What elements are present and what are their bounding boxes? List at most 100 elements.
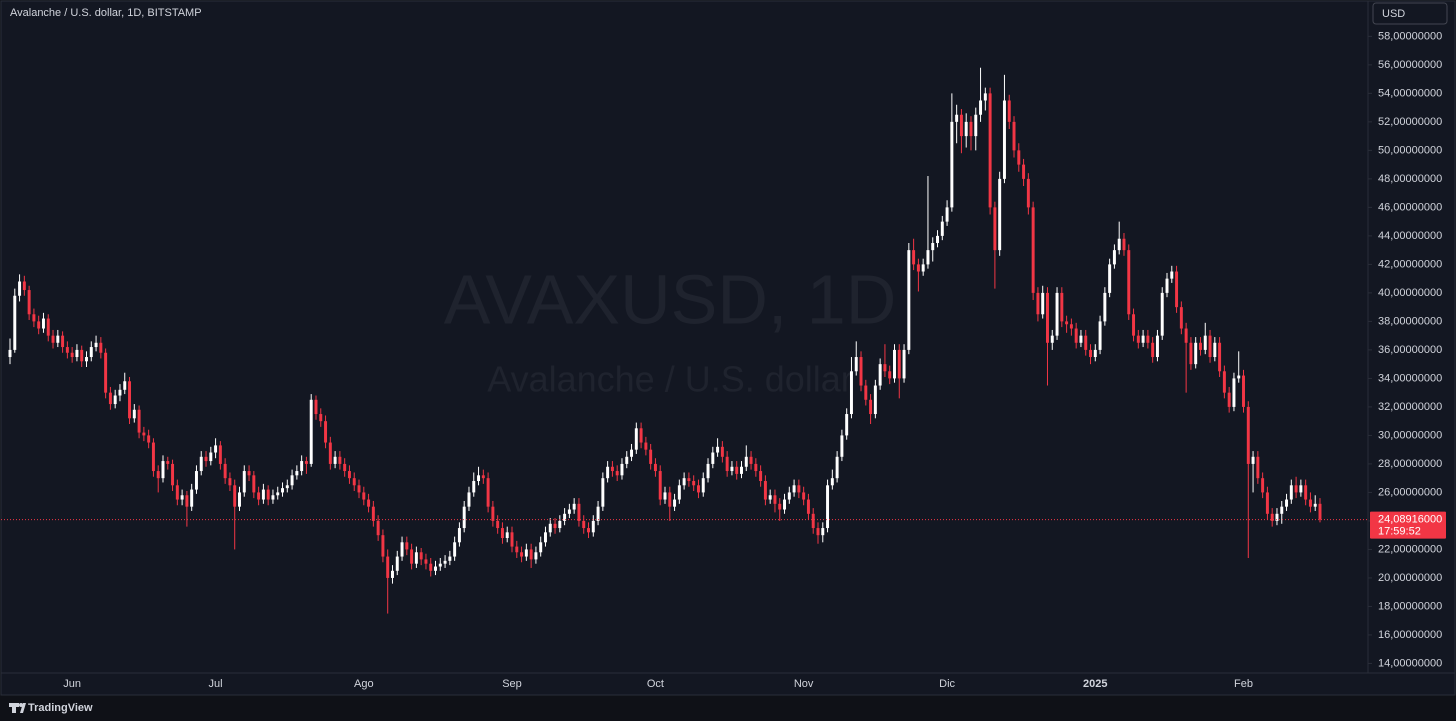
- candle-body: [496, 520, 500, 529]
- candle-body: [252, 475, 256, 493]
- candle-body: [233, 485, 237, 507]
- y-tick-label: 34,00000000: [1378, 372, 1442, 384]
- candle-body: [787, 492, 791, 500]
- candle-body: [27, 290, 31, 315]
- candle-body: [486, 478, 490, 507]
- candle-body: [338, 456, 342, 464]
- y-tick-label: 58,00000000: [1378, 30, 1442, 42]
- candle-body: [539, 542, 543, 553]
- candle-body: [51, 335, 55, 343]
- y-tick-label: 54,00000000: [1378, 87, 1442, 99]
- candle-body: [1050, 335, 1054, 343]
- candle-body: [888, 371, 892, 379]
- candle-body: [1222, 371, 1226, 393]
- candle-body: [606, 466, 610, 479]
- candle-body: [1280, 506, 1284, 514]
- candle-body: [1002, 100, 1006, 179]
- candle-body: [142, 432, 146, 436]
- candle-body: [381, 535, 385, 557]
- candle-body: [1031, 207, 1035, 293]
- candle-body: [1079, 335, 1083, 343]
- candle-body: [1175, 271, 1179, 308]
- candle-body: [1136, 335, 1140, 343]
- candle-body: [285, 485, 289, 489]
- candle-body: [926, 250, 930, 265]
- candle-body: [730, 466, 734, 472]
- candle-body: [1285, 499, 1289, 507]
- candle-body: [70, 352, 74, 358]
- candle-body: [548, 523, 552, 533]
- candle-body: [1084, 335, 1088, 350]
- candle-body: [701, 478, 705, 493]
- candle-body: [448, 556, 452, 561]
- candle-body: [324, 421, 328, 443]
- candle-body: [386, 556, 390, 578]
- candle-body: [1189, 342, 1193, 365]
- candle-body: [821, 528, 825, 536]
- candle-body: [716, 446, 720, 453]
- candle-body: [591, 520, 595, 533]
- candle-body: [558, 520, 562, 529]
- candle-body: [1127, 250, 1131, 315]
- candle-body: [706, 463, 710, 479]
- candle-body: [1242, 375, 1245, 407]
- brand-name: TradingView: [28, 702, 93, 714]
- chart-panel: [0, 0, 1456, 696]
- candle-body: [443, 560, 447, 564]
- candle-body: [1069, 324, 1073, 329]
- candle-body: [65, 347, 69, 353]
- candle-body: [902, 349, 906, 379]
- candle-body: [529, 549, 533, 560]
- y-tick-label: 18,00000000: [1378, 600, 1442, 612]
- candle-body: [94, 342, 98, 348]
- candle-body: [830, 478, 834, 486]
- candle-body: [1151, 342, 1155, 358]
- y-tick-label: 16,00000000: [1378, 629, 1442, 641]
- candle-body: [295, 471, 299, 476]
- candle-body: [1045, 292, 1049, 343]
- candle-body: [869, 399, 873, 415]
- candle-body: [467, 492, 471, 507]
- candle-body: [1165, 278, 1169, 293]
- candle-body: [515, 546, 519, 553]
- candle-body: [912, 250, 916, 265]
- x-tick-label: Nov: [794, 678, 814, 690]
- candle-body: [1160, 292, 1164, 336]
- candle-body: [367, 499, 371, 507]
- candle-body: [32, 314, 36, 322]
- currency-label[interactable]: USD: [1382, 8, 1405, 20]
- candle-body: [792, 485, 796, 493]
- candle-body: [802, 492, 806, 500]
- currency-button[interactable]: [1372, 2, 1448, 25]
- candle-body: [108, 392, 112, 405]
- candle-body: [959, 114, 963, 137]
- candle-body: [1108, 264, 1112, 293]
- candle-body: [907, 250, 911, 350]
- candle-body: [247, 471, 251, 476]
- candle-body: [147, 435, 151, 443]
- candle-body: [257, 492, 261, 500]
- candle-body: [979, 100, 983, 115]
- candle-body: [89, 347, 93, 358]
- candle-body: [969, 121, 973, 137]
- candle-body: [175, 485, 179, 500]
- candle-body: [945, 207, 949, 222]
- candle-body: [668, 492, 672, 507]
- candle-body: [988, 93, 992, 208]
- candle-body: [481, 475, 485, 479]
- candle-body: [1146, 335, 1150, 343]
- last-price-label: 24,08916000: [1378, 514, 1442, 526]
- candle-body: [405, 542, 409, 550]
- candle-body: [806, 499, 810, 514]
- candle-body: [347, 471, 351, 479]
- y-tick-label: 30,00000000: [1378, 429, 1442, 441]
- candle-body: [1232, 378, 1236, 407]
- candle-body: [601, 478, 605, 507]
- candle-body: [1065, 321, 1069, 325]
- candle-body: [682, 478, 686, 486]
- candle-body: [630, 449, 634, 457]
- candle-body: [931, 243, 935, 251]
- candle-body: [371, 506, 375, 521]
- candle-body: [783, 499, 787, 510]
- candle-body: [1294, 485, 1298, 493]
